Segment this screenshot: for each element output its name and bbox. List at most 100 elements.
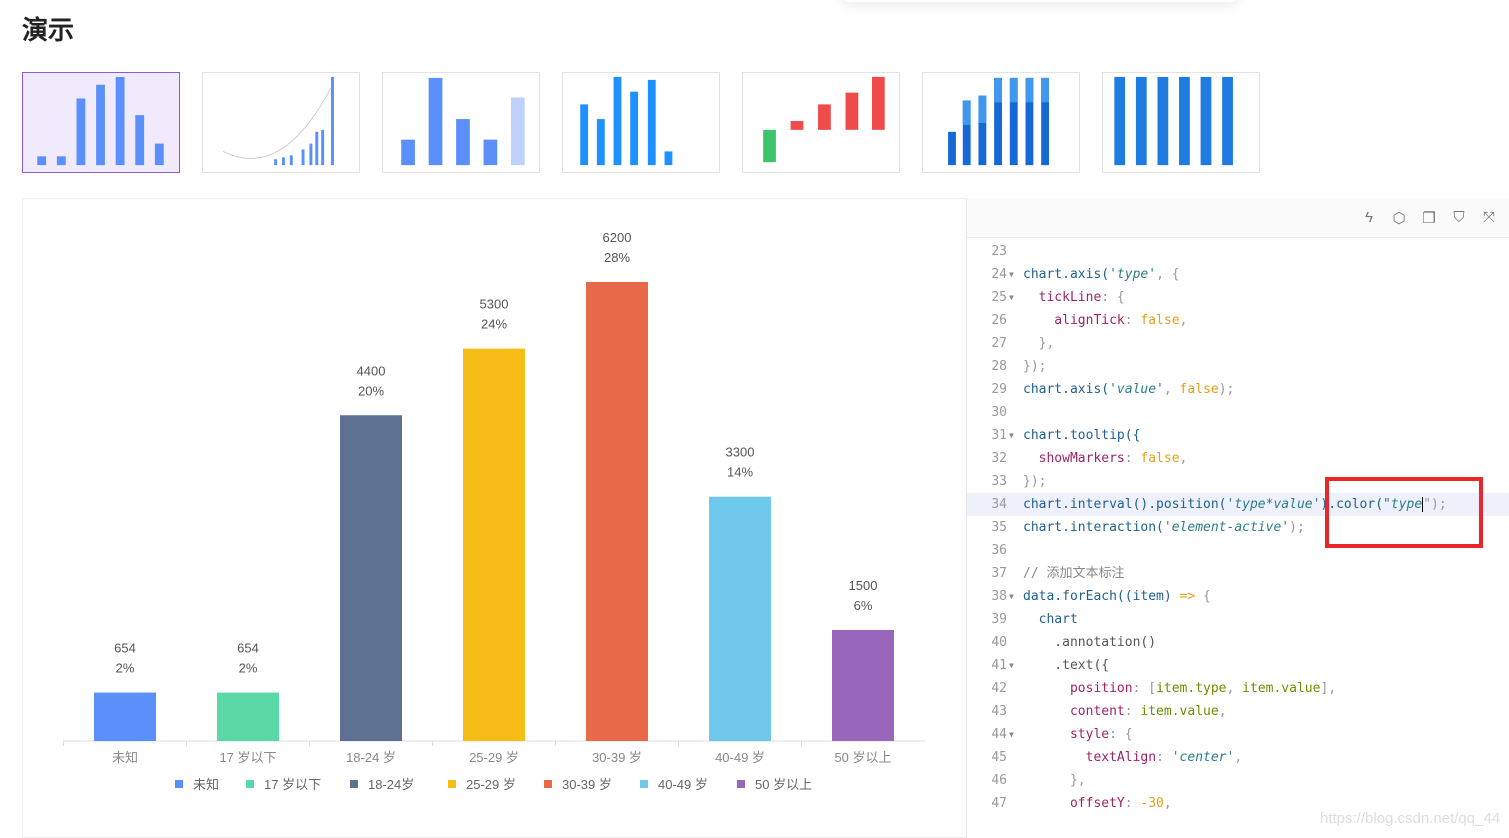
- legend-marker[interactable]: [350, 780, 358, 788]
- percent-label: 24%: [481, 317, 507, 332]
- legend-item[interactable]: 40-49 岁: [658, 777, 708, 792]
- code-token: },: [1023, 336, 1055, 351]
- line-number: 33: [991, 474, 1007, 489]
- legend-item[interactable]: 18-24岁: [368, 777, 414, 792]
- code-line[interactable]: 27 },: [967, 332, 1509, 355]
- fullscreen-icon[interactable]: ⤧: [1482, 209, 1495, 226]
- x-tick-label: 30-39 岁: [592, 750, 642, 765]
- lightning-icon[interactable]: ϟ: [1365, 209, 1373, 226]
- code-line[interactable]: 36: [967, 539, 1509, 562]
- line-number: 25: [991, 290, 1007, 305]
- code-line[interactable]: 24 ▼ chart.axis('type', {: [967, 263, 1509, 286]
- code-line[interactable]: 44 ▼ style: {: [967, 723, 1509, 746]
- code-line[interactable]: 43 content: item.value,: [967, 700, 1509, 723]
- code-editor-panel: ϟ ⬡ ❐ ⛉ ⤧ 23 24 ▼ chart.axis('type', {25 ▼ t…: [966, 198, 1509, 838]
- code-token: item.type: [1156, 681, 1227, 696]
- code-line[interactable]: 34 chart.interval().position('type*value'…: [967, 493, 1509, 516]
- line-number: 24: [991, 267, 1007, 282]
- code-token: chart: [1023, 612, 1078, 627]
- bar-0[interactable]: [94, 692, 156, 741]
- code-line[interactable]: 39 chart: [967, 608, 1509, 631]
- legend-item[interactable]: 17 岁以下: [264, 777, 321, 792]
- code-line[interactable]: 45 textAlign: 'center',: [967, 746, 1509, 769]
- code-token: ");: [1423, 497, 1447, 512]
- code-token: ,: [1218, 704, 1227, 719]
- bar-2[interactable]: [340, 415, 402, 741]
- code-token: =>: [1179, 589, 1196, 604]
- watermark: https://blog.csdn.net/qq_44: [1320, 810, 1501, 827]
- code-line[interactable]: 46 },: [967, 769, 1509, 792]
- code-line[interactable]: 40 .annotation(): [967, 631, 1509, 654]
- copy-icon[interactable]: ❐: [1422, 209, 1436, 227]
- code-line[interactable]: 42 position: [item.type, item.value],: [967, 677, 1509, 700]
- legend-marker[interactable]: [544, 780, 552, 788]
- code-line[interactable]: 37 // 添加文本标注: [967, 562, 1509, 585]
- thumbnail-bar-blue[interactable]: [562, 72, 720, 173]
- code-token: : {: [1101, 290, 1125, 305]
- fold-arrow-icon[interactable]: ▼: [1009, 270, 1014, 279]
- fold-arrow-icon[interactable]: ▼: [1009, 730, 1014, 739]
- legend-marker[interactable]: [246, 780, 254, 788]
- code-editor[interactable]: 23 24 ▼ chart.axis('type', {25 ▼ tickLine: {…: [967, 240, 1509, 815]
- code-line[interactable]: 26 alignTick: false,: [967, 309, 1509, 332]
- x-tick-label: 50 岁以上: [834, 750, 891, 765]
- line-number: 42: [991, 681, 1007, 696]
- code-line[interactable]: 30: [967, 401, 1509, 424]
- percent-label: 20%: [358, 383, 384, 398]
- thumbnail-stacked-bar[interactable]: [922, 72, 1080, 173]
- bar-3[interactable]: [463, 348, 525, 741]
- code-token: {: [1195, 589, 1211, 604]
- thumbnail-waterfall[interactable]: [742, 72, 900, 173]
- code-line[interactable]: 47 offsetY: -30,: [967, 792, 1509, 815]
- code-token: ,: [1234, 750, 1243, 765]
- bar-4[interactable]: [586, 282, 648, 741]
- percent-label: 2%: [239, 661, 258, 676]
- code-token: false: [1140, 313, 1180, 328]
- thumbnail-basic-bar[interactable]: [22, 72, 180, 173]
- percent-label: 28%: [604, 250, 630, 265]
- code-token: :: [1124, 704, 1141, 719]
- code-line[interactable]: 38 ▼ data.forEach((item) => {: [967, 585, 1509, 608]
- legend-marker[interactable]: [175, 780, 183, 788]
- bar-5[interactable]: [709, 496, 771, 741]
- legend-item[interactable]: 未知: [193, 777, 219, 792]
- legend-item[interactable]: 30-39 岁: [562, 777, 612, 792]
- fold-arrow-icon[interactable]: ▼: [1009, 431, 1014, 440]
- code-line[interactable]: 41 ▼ .text({: [967, 654, 1509, 677]
- code-token: chart.interval().position(: [1023, 497, 1227, 512]
- bar-6[interactable]: [832, 629, 894, 741]
- code-token: ,: [1179, 313, 1188, 328]
- cube-icon[interactable]: ⬡: [1392, 209, 1406, 227]
- code-line[interactable]: 35 chart.interaction('element-active');: [967, 516, 1509, 539]
- line-number: 47: [991, 796, 1007, 811]
- code-token: , {: [1156, 267, 1180, 282]
- legend-item[interactable]: 50 岁以上: [755, 777, 812, 792]
- code-line[interactable]: 33});: [967, 470, 1509, 493]
- legend-item[interactable]: 25-29 岁: [466, 777, 516, 792]
- code-token: ],: [1320, 681, 1337, 696]
- fold-arrow-icon[interactable]: ▼: [1009, 293, 1014, 302]
- code-line[interactable]: 25 ▼ tickLine: {: [967, 286, 1509, 309]
- value-label: 1500: [849, 578, 878, 593]
- code-line[interactable]: 32 showMarkers: false,: [967, 447, 1509, 470]
- line-number: 45: [991, 750, 1007, 765]
- line-number: 29: [991, 382, 1007, 397]
- code-line[interactable]: 23: [967, 240, 1509, 263]
- code-line[interactable]: 28});: [967, 355, 1509, 378]
- legend-marker[interactable]: [448, 780, 456, 788]
- html5-icon[interactable]: ⛉: [1453, 209, 1465, 226]
- thumbnail-bar-highlight[interactable]: [382, 72, 540, 173]
- bar-1[interactable]: [217, 692, 279, 741]
- line-number: 28: [991, 359, 1007, 374]
- thumbnail-histogram-line[interactable]: [202, 72, 360, 173]
- highlight-annotation-box: [1325, 477, 1483, 548]
- x-tick-label: 17 岁以下: [219, 750, 276, 765]
- code-token: style: [1023, 727, 1110, 742]
- fold-arrow-icon[interactable]: ▼: [1009, 661, 1014, 670]
- legend-marker[interactable]: [640, 780, 648, 788]
- legend-marker[interactable]: [737, 780, 745, 788]
- fold-arrow-icon[interactable]: ▼: [1009, 592, 1014, 601]
- code-line[interactable]: 31 ▼ chart.tooltip({: [967, 424, 1509, 447]
- thumbnail-percent-stacked[interactable]: [1102, 72, 1260, 173]
- code-line[interactable]: 29 chart.axis('value', false);: [967, 378, 1509, 401]
